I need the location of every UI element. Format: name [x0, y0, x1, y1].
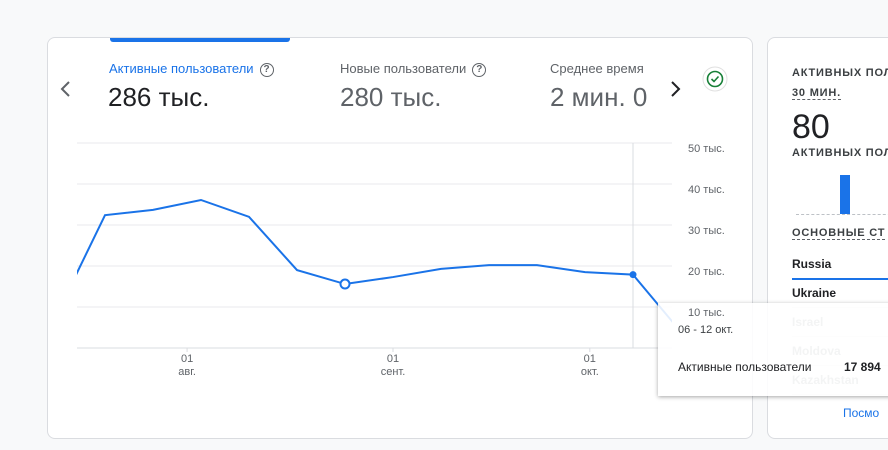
y-tick-label: 40 тыс.	[688, 184, 725, 196]
y-tick-label: 30 тыс.	[688, 225, 725, 237]
main-card: Активные пользователи? 286 тыс. Новые по…	[47, 37, 753, 439]
metric-tab[interactable]: Новые пользователи?	[340, 61, 487, 77]
next-button[interactable]	[667, 80, 683, 98]
metric-tab[interactable]: Активные пользователи?	[109, 61, 274, 77]
row-divider	[792, 278, 888, 280]
prev-button[interactable]	[58, 80, 74, 98]
mini-baseline	[796, 214, 888, 215]
y-tick-label: 20 тыс.	[688, 266, 725, 278]
period-selector[interactable]: 30 МИН.	[792, 87, 841, 100]
metric-value: 286 тыс.	[108, 82, 210, 112]
x-tick-label: 01 окт.	[580, 353, 599, 378]
status-icon[interactable]	[701, 65, 729, 93]
metric-value: 2 мин. 0	[550, 82, 648, 112]
country-row: Ukraine	[792, 286, 837, 300]
active-count: 80	[792, 108, 830, 146]
metric-label[interactable]: Среднее время	[550, 61, 644, 76]
metric-value: 280 тыс.	[340, 82, 442, 112]
tooltip: 06 - 12 окт. Активные пользователи 17 89…	[658, 303, 888, 396]
view-link[interactable]: Посмо	[843, 406, 880, 420]
metric-label: Новые пользователи	[340, 61, 467, 76]
minute-bar	[840, 175, 850, 214]
active-tab-indicator	[110, 38, 290, 42]
country-row: Russia	[792, 257, 832, 271]
y-tick-label: 50 тыс.	[688, 143, 725, 155]
tooltip-series: Активные пользователи	[678, 360, 812, 374]
tooltip-date: 06 - 12 окт.	[678, 324, 734, 336]
tooltip-value: 17 894	[844, 360, 881, 374]
marker-point	[339, 278, 351, 290]
side-title: АКТИВНЫХ ПОЛ	[792, 67, 888, 79]
y-tick-label: 10 тыс.	[688, 307, 725, 319]
series-line	[77, 198, 672, 323]
x-tick-label: 01 авг.	[178, 353, 196, 378]
x-tick-label: 01 сент.	[380, 353, 406, 378]
hover-point	[629, 271, 637, 279]
metric-label: Активные пользователи	[109, 61, 254, 76]
section-title: ОСНОВНЫЕ СТ	[792, 227, 886, 240]
side-subtitle: АКТИВНЫХ ПОЛ	[792, 147, 888, 159]
